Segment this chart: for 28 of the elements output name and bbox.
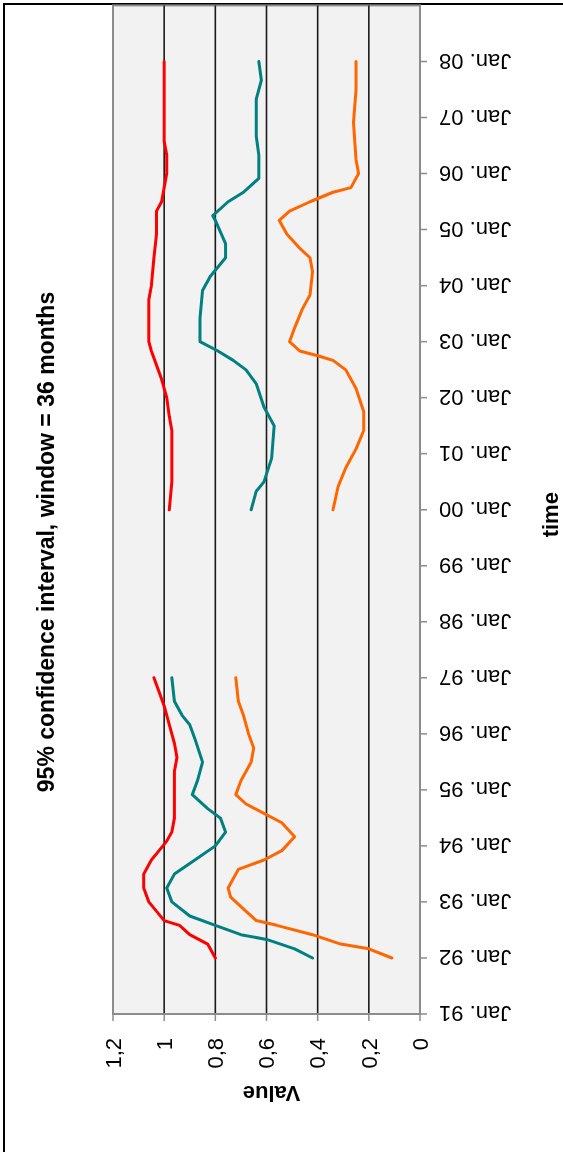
y-tick-label: Jan. 02 xyxy=(439,384,512,410)
y-tick-label: Jan. 04 xyxy=(439,272,512,298)
x-tick-label: 0,2 xyxy=(356,1038,382,1069)
y-tick-label: Jan. 93 xyxy=(439,889,512,915)
y-tick-label: Jan. 00 xyxy=(439,497,512,523)
x-tick-label: 1,2 xyxy=(100,1038,126,1069)
x-tick-label: 0,4 xyxy=(305,1038,331,1069)
y-tick-label: Jan. 96 xyxy=(439,721,512,747)
x-tick-label: 0,6 xyxy=(254,1038,280,1069)
y-tick-label: Jan. 07 xyxy=(439,104,512,130)
x-tick-label: 0 xyxy=(407,1038,433,1051)
y-tick-label: Jan. 08 xyxy=(439,48,512,74)
y-tick-label: Jan. 03 xyxy=(439,328,512,354)
y-tick-label: Jan. 01 xyxy=(439,440,512,466)
x-tick-label: 1 xyxy=(151,1038,177,1051)
y-tick-label: Jan. 99 xyxy=(439,553,512,579)
x-tick-label: 0,8 xyxy=(203,1038,229,1069)
y-tick-label: Jan. 05 xyxy=(439,216,512,242)
y-tick-label: Jan. 98 xyxy=(439,609,512,635)
y-tick-label: Jan. 97 xyxy=(439,665,512,691)
text: 95% confidence interval, window = 36 months xyxy=(33,291,59,793)
y-tick-label: Jan. 94 xyxy=(439,833,512,859)
y-tick-label: Jan. 95 xyxy=(439,777,512,803)
y-tick-label: Jan. 92 xyxy=(439,945,512,971)
x-axis-title: Value xyxy=(242,1081,301,1106)
y-axis-title: time xyxy=(538,492,563,538)
y-tick-label: Jan. 06 xyxy=(439,160,512,186)
y-tick-label: Jan. 91 xyxy=(439,1001,512,1027)
